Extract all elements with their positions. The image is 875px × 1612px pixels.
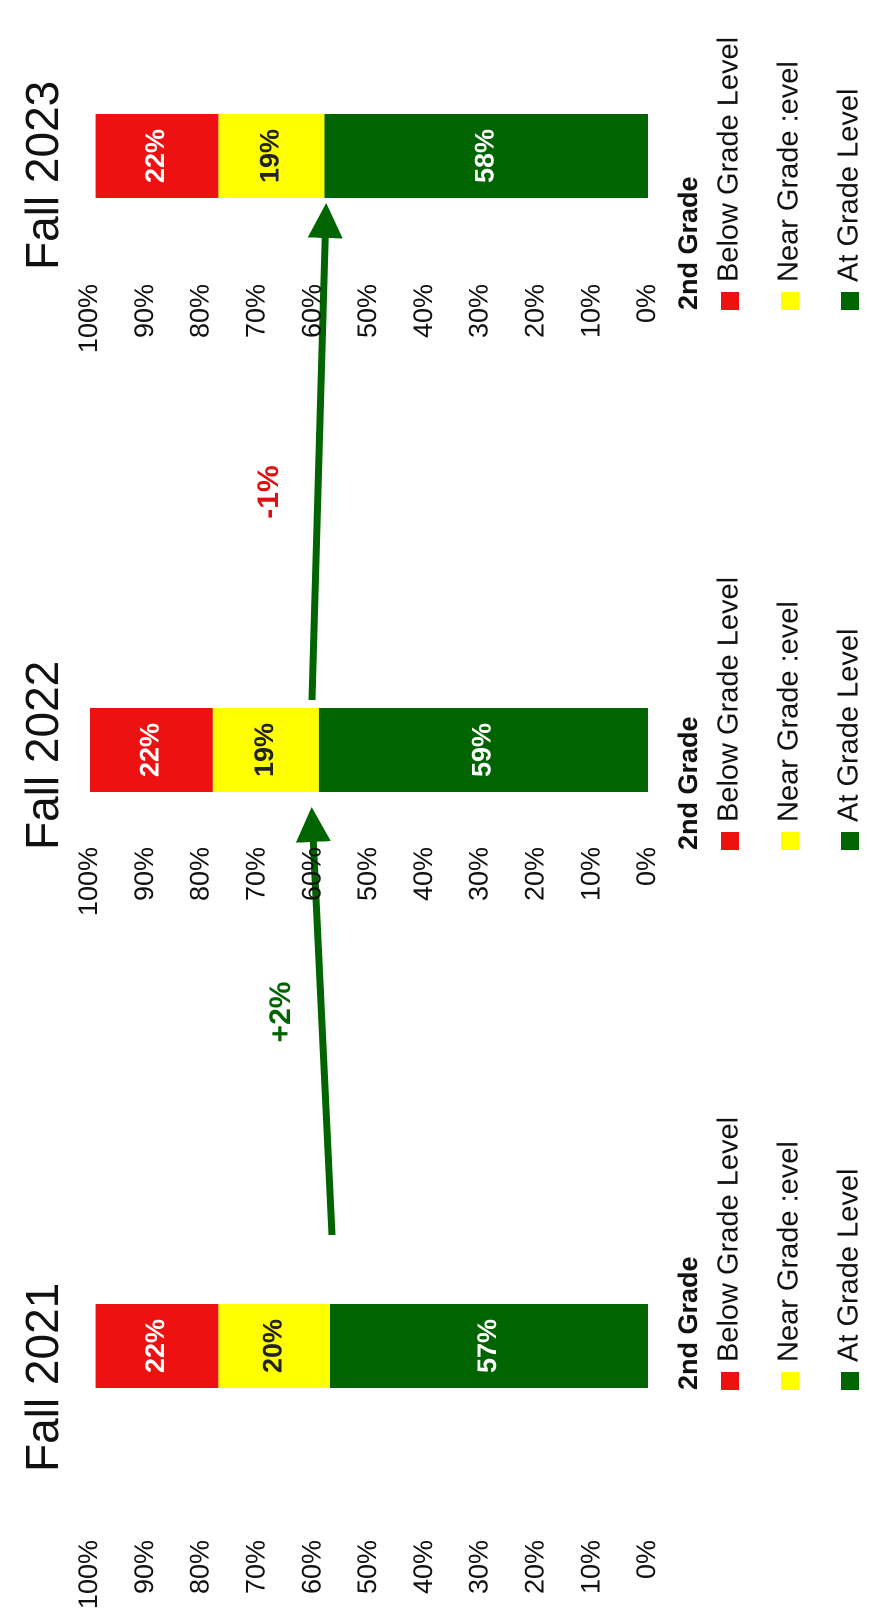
bar-segment <box>95 114 219 198</box>
legend-label: At Grade Level <box>833 1169 865 1362</box>
y-tick-label: 10% <box>575 284 605 338</box>
change-arrow <box>295 807 336 1236</box>
legend-label: Below Grade Level <box>713 577 745 822</box>
y-tick-label: 90% <box>129 847 159 901</box>
y-tick-label: 10% <box>575 847 605 901</box>
y-tick-label: 40% <box>408 847 438 901</box>
annotation: -1% <box>252 465 285 518</box>
value-label: 22% <box>135 723 165 777</box>
y-tick-label: 10% <box>575 1540 605 1594</box>
y-tick-label: 0% <box>631 847 661 886</box>
y-tick-label: 90% <box>129 284 159 338</box>
y-tick-label: 0% <box>631 284 661 323</box>
y-tick-label: 60% <box>296 847 326 901</box>
chart-title: Fall 2022 <box>16 661 68 850</box>
value-label: 22% <box>140 1319 170 1373</box>
y-tick-label: 30% <box>464 284 494 338</box>
chart-title: Fall 2021 <box>16 1283 68 1472</box>
legend-title: 2nd Grade <box>673 1256 703 1390</box>
bar-segment <box>95 1304 219 1388</box>
y-tick-label: 100% <box>73 1540 103 1609</box>
legend-label: Near Grade :evel <box>773 1141 805 1362</box>
y-tick-label: 100% <box>73 847 103 916</box>
y-tick-label: 90% <box>129 1540 159 1594</box>
legend-swatch <box>721 832 739 850</box>
annotation: +2% <box>264 982 297 1043</box>
y-tick-label: 50% <box>352 284 382 338</box>
value-label: 22% <box>140 129 170 183</box>
legend-label: At Grade Level <box>833 89 865 282</box>
y-tick-label: 30% <box>464 847 494 901</box>
legend-swatch <box>721 292 739 310</box>
y-tick-label: 100% <box>73 284 103 353</box>
value-label: 19% <box>254 129 284 183</box>
legend-swatch <box>841 292 859 310</box>
y-tick-label: 80% <box>185 284 215 338</box>
y-tick-label: 40% <box>408 284 438 338</box>
y-tick-label: 70% <box>241 847 271 901</box>
y-tick-label: 30% <box>464 1540 494 1594</box>
legend-swatch <box>721 1372 739 1390</box>
y-tick-label: 0% <box>631 1540 661 1579</box>
value-label: 19% <box>249 723 279 777</box>
legend-label: Near Grade :evel <box>773 61 805 282</box>
y-tick-label: 70% <box>241 1540 271 1594</box>
chart-title: Fall 2023 <box>16 81 68 270</box>
rotated-canvas: +2% -1% Fall 2021 0% 10% 20% 30% 40% 50% 60% 70%… <box>16 37 865 1609</box>
y-tick-label: 20% <box>520 284 550 338</box>
y-tick-label: 60% <box>296 1540 326 1594</box>
legend-swatch <box>841 1372 859 1390</box>
bar-segment <box>318 708 648 792</box>
legend-label: Below Grade Level <box>713 1117 745 1362</box>
change-arrow <box>307 203 343 701</box>
legend-label: At Grade Level <box>833 629 865 822</box>
y-tick-label: 60% <box>296 284 326 338</box>
bar-segment <box>329 1304 648 1388</box>
bar-segment <box>212 708 319 792</box>
value-label: 58% <box>469 129 499 183</box>
y-tick-label: 20% <box>520 847 550 901</box>
y-tick-label: 20% <box>520 1540 550 1594</box>
y-tick-label: 80% <box>185 847 215 901</box>
legend-swatch <box>841 832 859 850</box>
y-tick-label: 50% <box>352 1540 382 1594</box>
value-label: 20% <box>257 1319 287 1373</box>
legend-swatch <box>781 292 799 310</box>
legend-title: 2nd Grade <box>673 716 703 850</box>
bar-segment <box>218 1304 330 1388</box>
y-tick-label: 40% <box>408 1540 438 1594</box>
legend-label: Near Grade :evel <box>773 601 805 822</box>
value-label: 59% <box>467 723 497 777</box>
bar-segment <box>324 114 648 198</box>
bar-segment <box>218 114 325 198</box>
legend-label: Below Grade Level <box>713 37 745 282</box>
y-tick-label: 70% <box>241 284 271 338</box>
bar-segment <box>90 708 213 792</box>
legend-title: 2nd Grade <box>673 176 703 310</box>
y-tick-label: 50% <box>352 847 382 901</box>
legend-swatch <box>781 832 799 850</box>
y-tick-label: 80% <box>185 1540 215 1594</box>
value-label: 57% <box>472 1319 502 1373</box>
legend-swatch <box>781 1372 799 1390</box>
